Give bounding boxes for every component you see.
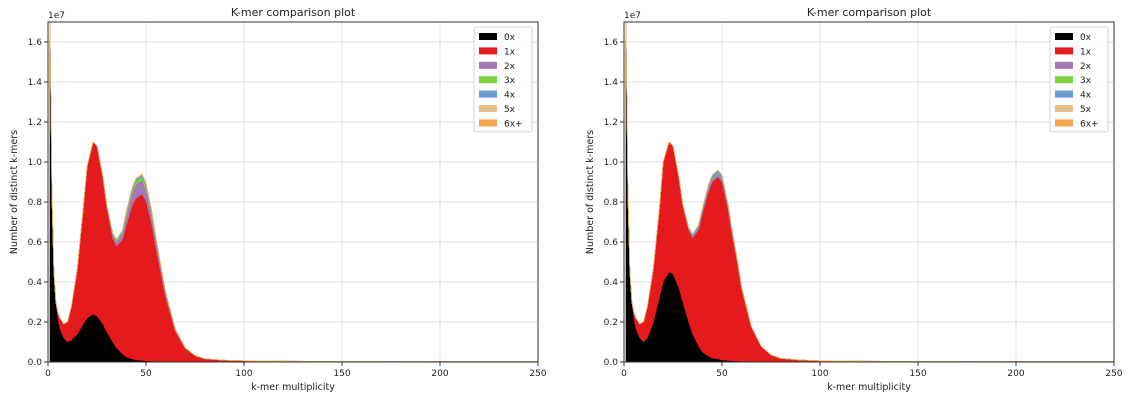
legend-swatch-1x (1055, 47, 1073, 55)
legend-label: 3x (1080, 76, 1092, 86)
legend-swatch-4x (479, 90, 497, 98)
legend-label: 0x (504, 33, 516, 43)
x-tick-label: 0 (45, 369, 51, 379)
y-tick-label: 0.6 (604, 238, 619, 248)
legend-swatch-5x (479, 105, 497, 112)
x-tick-label: 50 (140, 369, 152, 379)
legend-swatch-3x (1055, 76, 1073, 84)
y-tick-label: 0.8 (604, 198, 619, 208)
x-tick-label: 150 (909, 369, 926, 379)
y-tick-label: 1.2 (604, 118, 618, 128)
chart-panel-1: 0 50 100 150 200 250 0.0 0.2 0.4 0.6 0.8 1.0 1.2 1.4 1… (9, 6, 547, 393)
x-tick-label: 200 (1007, 369, 1024, 379)
axes-frame (47, 21, 539, 363)
legend-swatch-2x (479, 61, 497, 69)
legend-swatch-6x+ (479, 119, 497, 127)
y-tick-label: 1.6 (28, 38, 43, 48)
x-tick-label: 250 (529, 369, 546, 379)
x-tick-label: 250 (1105, 369, 1122, 379)
axes-frame (623, 21, 1115, 363)
y-tick-label: 0.4 (604, 278, 619, 288)
chart-title: K-mer comparison plot (807, 6, 932, 19)
legend-label: 4x (504, 91, 516, 101)
legend-label: 2x (1080, 62, 1092, 72)
y-tick-label: 0.6 (28, 238, 43, 248)
legend-label: 3x (504, 76, 516, 86)
x-axis-label: k-mer multiplicity (251, 382, 335, 393)
y-tick-label: 1.6 (604, 38, 619, 48)
x-tick-label: 0 (621, 369, 627, 379)
x-tick-label: 50 (716, 369, 728, 379)
legend-swatch-2x (1055, 61, 1073, 69)
y-tick-label: 0.8 (28, 198, 43, 208)
legend-label: 6x+ (504, 119, 523, 129)
legend-label: 1x (1080, 47, 1092, 57)
y-tick-label: 1.4 (604, 78, 619, 88)
chart-panel-2: 0 50 100 150 200 250 0.0 0.2 0.4 0.6 0.8 1.0 1.2 1.4 1… (585, 6, 1123, 393)
y-offset-label: 1e7 (624, 11, 641, 21)
legend-label: 6x+ (1080, 119, 1099, 129)
legend-swatch-4x (1055, 90, 1073, 98)
legend-swatch-1x (479, 47, 497, 55)
legend: 0x 1x 2x 3x 4x 5x 6x+ (473, 26, 533, 133)
legend: 0x 1x 2x 3x 4x 5x 6x+ (1049, 26, 1109, 133)
x-tick-label: 100 (235, 369, 252, 379)
legend-swatch-6x+ (1055, 119, 1073, 127)
y-tick-label: 1.0 (604, 158, 619, 168)
y-tick-label: 0.0 (28, 358, 43, 368)
legend-swatch-0x (1055, 33, 1073, 40)
y-tick-label: 1.2 (28, 118, 42, 128)
y-tick-label: 0.2 (604, 318, 618, 328)
y-axis-label: Number of distinct k-mers (9, 130, 20, 254)
legend-label: 4x (1080, 91, 1092, 101)
legend-swatch-5x (1055, 105, 1073, 112)
y-tick-label: 0.2 (28, 318, 42, 328)
y-axis-label: Number of distinct k-mers (585, 130, 596, 254)
legend-swatch-0x (479, 33, 497, 40)
x-tick-label: 200 (431, 369, 448, 379)
chart-title: K-mer comparison plot (231, 6, 356, 19)
y-tick-label: 0.0 (604, 358, 619, 368)
legend-label: 0x (1080, 33, 1092, 43)
x-tick-label: 100 (811, 369, 828, 379)
y-tick-label: 1.0 (28, 158, 43, 168)
y-tick-label: 0.4 (28, 278, 43, 288)
series-area-6x+ (625, 21, 1114, 362)
legend-label: 5x (1080, 105, 1092, 115)
legend-swatch-3x (479, 76, 497, 84)
y-offset-label: 1e7 (48, 11, 65, 21)
legend-label: 5x (504, 105, 516, 115)
y-tick-label: 1.4 (28, 78, 43, 88)
legend-label: 1x (504, 47, 516, 57)
legend-label: 2x (504, 62, 516, 72)
x-axis-label: k-mer multiplicity (827, 382, 911, 393)
x-tick-label: 150 (333, 369, 350, 379)
series-area-6x+ (49, 21, 538, 362)
